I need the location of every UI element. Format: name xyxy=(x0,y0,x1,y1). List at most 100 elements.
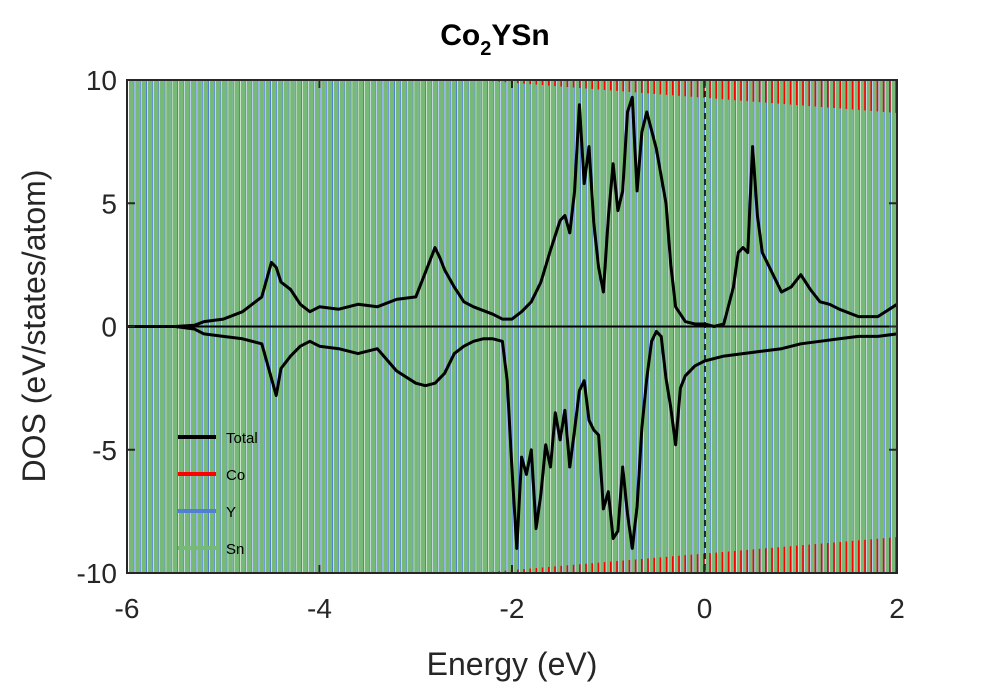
co-dos-stripe xyxy=(808,544,810,573)
co-dos-stripe xyxy=(690,554,693,573)
co-dos-stripe xyxy=(789,546,792,573)
co-dos-stripe xyxy=(647,80,649,94)
co-dos-stripe xyxy=(591,563,593,573)
co-dos-stripe xyxy=(696,80,699,98)
co-dos-stripe xyxy=(684,555,686,573)
co-dos-stripe xyxy=(771,547,773,573)
co-dos-stripe xyxy=(541,80,544,86)
co-dos-stripe xyxy=(709,553,711,573)
co-dos-stripe xyxy=(560,80,562,87)
co-dos-stripe xyxy=(641,80,643,93)
co-dos-stripe xyxy=(572,564,575,573)
co-dos-stripe xyxy=(796,545,798,573)
co-dos-stripe xyxy=(777,547,779,573)
co-dos-stripe xyxy=(622,560,624,573)
co-dos-stripe xyxy=(504,570,507,573)
ticks-layer: -6 -4 -2 0 2 -10 -5 0 5 10 xyxy=(77,65,905,624)
total-dos-layer xyxy=(127,95,897,550)
co-dos-stripe xyxy=(864,539,866,573)
co-dos-stripe xyxy=(610,80,612,91)
co-dos-stripe xyxy=(672,80,674,96)
co-dos-stripe xyxy=(889,537,891,573)
co-dos-stripe xyxy=(616,80,618,91)
legend: Total Co Y Sn xyxy=(178,430,258,558)
x-tick-label: -6 xyxy=(115,593,140,624)
co-dos-stripe xyxy=(802,80,804,106)
co-dos-stripe xyxy=(628,80,631,92)
co-dos-stripe xyxy=(696,554,699,573)
co-dos-stripe xyxy=(672,556,674,573)
y-tick-label: 10 xyxy=(86,65,117,96)
x-tick-label: 2 xyxy=(889,593,905,624)
co-dos-stripe xyxy=(783,546,786,573)
co-dos-stripe xyxy=(845,80,848,109)
y-tick-label: -5 xyxy=(92,435,117,466)
co-dos-stripe xyxy=(659,80,662,95)
co-dos-stripe xyxy=(833,80,835,108)
co-dos-stripe xyxy=(560,565,562,573)
co-dos-stripe xyxy=(603,562,606,573)
co-dos-stripe xyxy=(765,548,767,573)
co-dos-stripe xyxy=(523,569,525,573)
co-dos-stripe xyxy=(523,80,525,84)
co-dos-stripe xyxy=(554,566,556,573)
co-dos-stripe xyxy=(535,567,538,573)
co-dos-stripe xyxy=(845,541,848,573)
y-tick-label: 0 xyxy=(101,312,117,343)
co-dos-stripe xyxy=(864,80,866,111)
co-dos-stripe xyxy=(814,544,817,573)
co-dos-stripe xyxy=(746,549,748,573)
co-dos-stripe xyxy=(721,80,724,100)
total-dos-spin-down-line xyxy=(127,325,897,550)
co-dos-stripe xyxy=(808,80,810,107)
co-dos-stripe xyxy=(727,80,730,100)
co-dos-stripe xyxy=(628,560,631,573)
co-dos-stripe xyxy=(541,567,544,573)
co-dos-stripe xyxy=(765,80,767,103)
y-tick-label: -10 xyxy=(77,558,117,589)
co-dos-stripe xyxy=(504,80,507,83)
co-dos-stripe xyxy=(758,548,761,573)
y-axis-label: DOS (eV/states/atom) xyxy=(16,170,52,483)
co-dos-stripe xyxy=(734,80,736,101)
co-dos-stripe xyxy=(876,538,879,573)
co-dos-stripe xyxy=(727,551,730,573)
co-dos-stripe xyxy=(827,543,829,573)
co-dos-stripe xyxy=(851,80,854,110)
co-dos-stripe xyxy=(783,80,786,105)
co-dos-stripe xyxy=(734,550,736,573)
co-dos-stripe xyxy=(517,569,519,573)
chart-title: Co2YSn xyxy=(440,19,549,60)
legend-label-sn: Sn xyxy=(226,541,244,558)
co-dos-stripe xyxy=(777,80,779,104)
co-dos-stripe xyxy=(882,538,885,573)
co-dos-stripe xyxy=(796,80,798,106)
co-dos-stripe xyxy=(752,549,755,573)
co-dos-stripe xyxy=(597,80,600,90)
co-dos-stripe xyxy=(690,80,693,97)
co-dos-stripe xyxy=(715,552,717,573)
co-dos-stripe xyxy=(566,80,569,88)
co-dos-stripe xyxy=(684,80,686,97)
co-dos-stripe xyxy=(870,80,872,111)
co-dos-stripe xyxy=(529,568,531,573)
co-dos-stripe xyxy=(851,540,854,573)
co-dos-stripe xyxy=(616,561,618,573)
co-dos-stripe xyxy=(715,80,717,99)
co-dos-stripe xyxy=(870,539,872,573)
co-dos-stripe xyxy=(634,80,637,93)
co-dos-stripe xyxy=(746,80,748,102)
co-dos-stripe xyxy=(535,80,538,85)
co-dos-stripe xyxy=(858,80,860,110)
co-dos-stripe xyxy=(647,558,649,573)
co-dos-stripe xyxy=(876,80,879,112)
co-dos-stripe xyxy=(740,550,742,573)
co-dos-stripe xyxy=(579,80,581,89)
co-dos-stripe xyxy=(814,80,817,107)
x-tick-label: -2 xyxy=(500,593,525,624)
co-dos-stripe xyxy=(659,557,662,573)
co-dos-stripe xyxy=(858,540,860,573)
co-dos-stripe xyxy=(678,555,680,573)
co-dos-stripe xyxy=(789,80,792,105)
